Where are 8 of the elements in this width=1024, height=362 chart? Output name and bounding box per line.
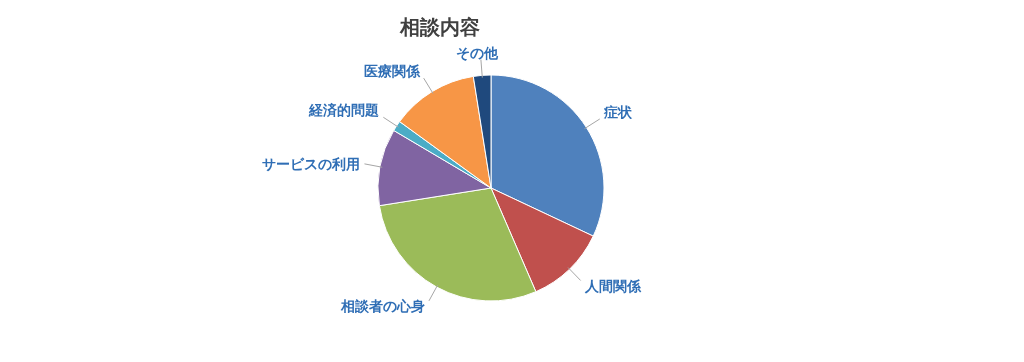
slice-label: 人間関係 [583, 277, 642, 294]
slice-label: 症状 [602, 103, 633, 120]
slice-label: その他 [455, 44, 499, 61]
slice-label: 経済的問題 [308, 102, 380, 119]
chart-title: 相談内容 [399, 15, 480, 39]
slice-label: 相談者の心身 [339, 297, 425, 314]
slice-label: 医療関係 [363, 63, 421, 80]
slice-label: サービスの利用 [262, 155, 361, 172]
